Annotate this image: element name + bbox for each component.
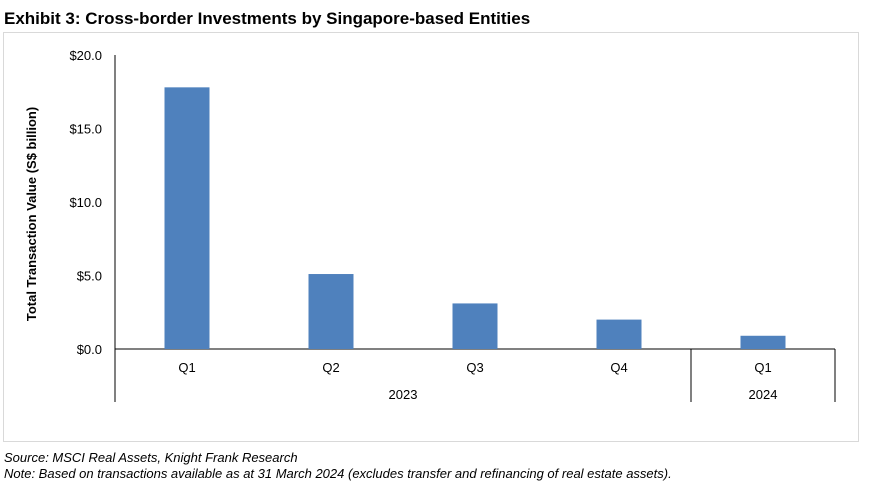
bar	[308, 274, 354, 349]
chart-title: Exhibit 3: Cross-border Investments by S…	[4, 9, 531, 28]
x-tick-label: Q2	[322, 360, 339, 375]
bar	[596, 319, 642, 349]
group-label: 2024	[749, 387, 778, 402]
note-text: Note: Based on transactions available as…	[4, 466, 672, 481]
y-tick-label: $10.0	[69, 195, 102, 210]
x-tick-label: Q4	[610, 360, 627, 375]
y-tick-label: $0.0	[77, 342, 102, 357]
source-text: Source: MSCI Real Assets, Knight Frank R…	[4, 450, 298, 465]
chart-frame	[3, 32, 859, 442]
x-tick-label: Q1	[178, 360, 195, 375]
y-axis-label: Total Transaction Value (S$ billion)	[24, 107, 39, 321]
y-tick-label: $20.0	[69, 48, 102, 63]
bar	[452, 303, 498, 349]
group-label: 2023	[389, 387, 418, 402]
bar	[740, 335, 786, 349]
x-tick-label: Q3	[466, 360, 483, 375]
y-tick-label: $15.0	[69, 122, 102, 137]
x-tick-label: Q1	[754, 360, 771, 375]
bar	[164, 87, 210, 349]
y-tick-label: $5.0	[77, 269, 102, 284]
